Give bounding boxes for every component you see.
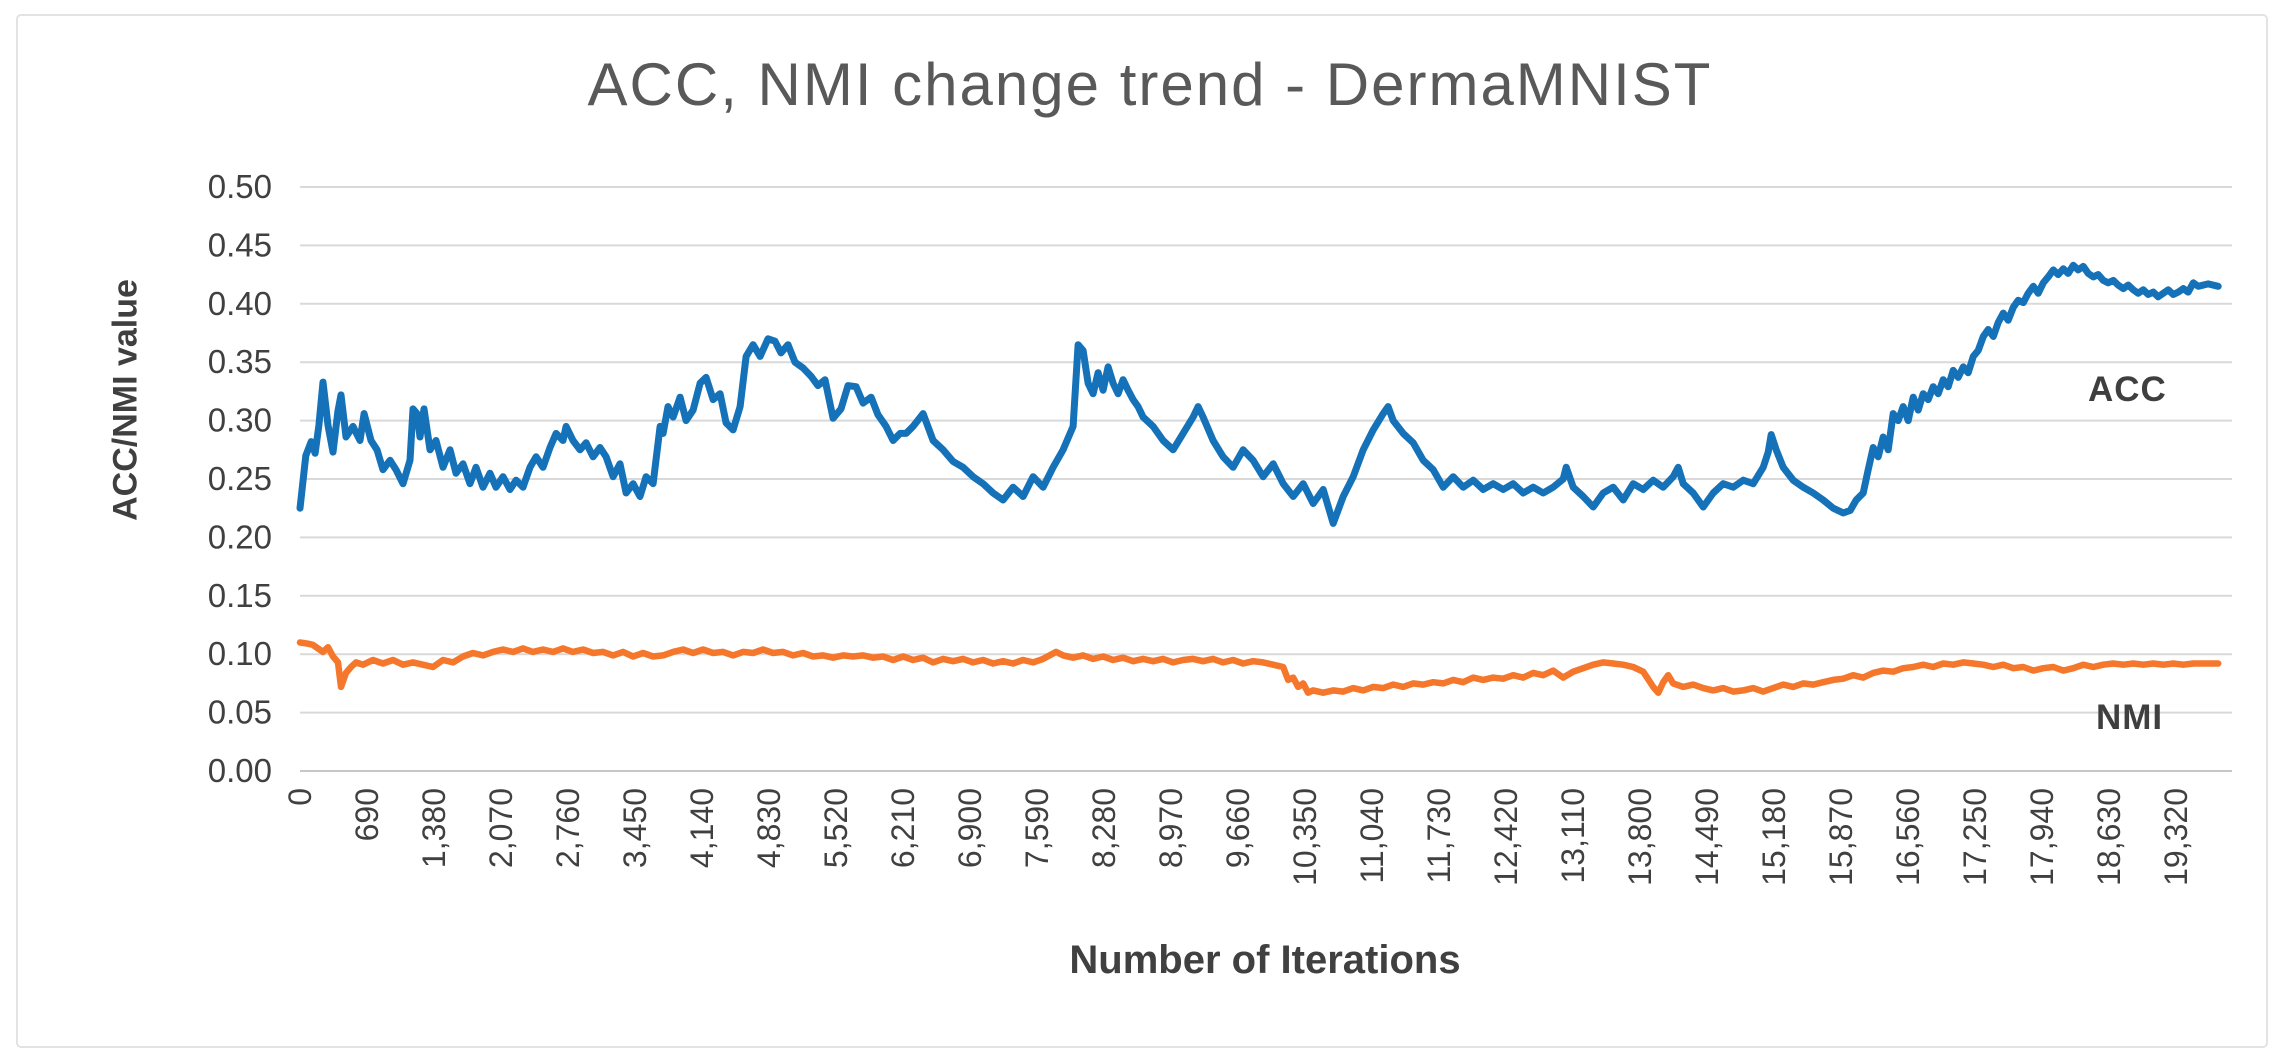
x-tick-label: 17,940 — [2024, 788, 2060, 886]
x-tick-label: 8,970 — [1153, 788, 1189, 868]
x-tick-label: 6,210 — [885, 788, 921, 868]
y-tick-label: 0.15 — [208, 577, 272, 614]
y-tick-label: 0.30 — [208, 402, 272, 439]
y-tick-label: 0.35 — [208, 343, 272, 380]
y-tick-label: 0.10 — [208, 635, 272, 672]
x-tick-label: 13,800 — [1622, 788, 1658, 886]
x-tick-label: 0 — [282, 788, 318, 806]
y-tick-label: 0.25 — [208, 460, 272, 497]
x-tick-label: 5,520 — [818, 788, 854, 868]
nmi-line — [296, 639, 2222, 696]
acc-line — [296, 261, 2222, 527]
x-tick-label: 4,830 — [751, 788, 787, 868]
x-tick-label: 10,350 — [1287, 788, 1323, 886]
x-tick-label: 12,420 — [1488, 788, 1524, 886]
x-tick-label: 18,630 — [2091, 788, 2127, 886]
x-tick-label: 1,380 — [416, 788, 452, 868]
x-tick-label: 15,180 — [1756, 788, 1792, 886]
chart-title: ACC, NMI change trend - DermaMNIST — [587, 51, 1713, 118]
x-tick-label: 6,900 — [952, 788, 988, 868]
x-tick-label: 8,280 — [1086, 788, 1122, 868]
x-tick-label: 19,320 — [2158, 788, 2194, 886]
x-tick-label: 4,140 — [684, 788, 720, 868]
x-tick-labels: 0 690 1,380 2,070 2,760 3,450 4,140 4,830 5,520 6… — [282, 788, 2194, 886]
x-axis-title: Number of Iterations — [1069, 938, 1461, 982]
y-tick-label: 0.00 — [208, 752, 272, 789]
x-tick-label: 11,730 — [1421, 788, 1457, 884]
x-tick-label: 13,110 — [1555, 788, 1591, 884]
x-tick-label: 9,660 — [1220, 788, 1256, 868]
x-tick-label: 690 — [349, 788, 385, 841]
x-tick-label: 15,870 — [1823, 788, 1859, 886]
x-tick-label: 7,590 — [1019, 788, 1055, 868]
x-tick-label: 14,490 — [1689, 788, 1725, 886]
x-tick-label: 11,040 — [1354, 788, 1390, 884]
x-tick-label: 2,070 — [483, 788, 519, 868]
y-tick-label: 0.45 — [208, 226, 272, 263]
y-axis-title: ACC/NMI value — [106, 279, 145, 521]
x-tick-label: 16,560 — [1890, 788, 1926, 886]
gridlines — [300, 186, 2232, 772]
y-tick-label: 0.05 — [208, 694, 272, 731]
x-tick-label: 17,250 — [1957, 788, 1993, 886]
x-tick-label: 3,450 — [617, 788, 653, 868]
y-tick-label: 0.50 — [208, 168, 272, 205]
y-tick-label: 0.20 — [208, 518, 272, 555]
x-tick-label: 2,760 — [550, 788, 586, 868]
acc-series-label: ACC — [2088, 370, 2167, 409]
y-tick-label: 0.40 — [208, 285, 272, 322]
y-tick-labels: 0.00 0.05 0.10 0.15 0.20 0.25 0.30 0.35 0.40 0.45… — [208, 168, 272, 789]
nmi-series-label: NMI — [2096, 698, 2164, 737]
